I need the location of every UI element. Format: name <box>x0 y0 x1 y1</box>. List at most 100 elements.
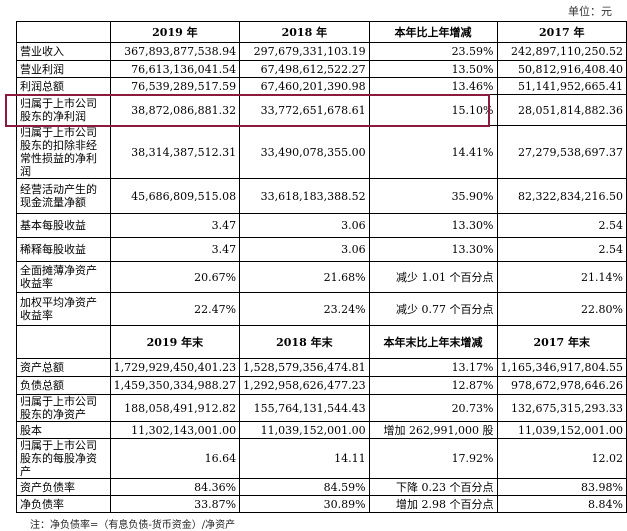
table-row: 负债总额 1,459,350,334,988.27 1,292,958,626,47… <box>16 376 627 395</box>
cell-v2019: 3.47 <box>109 237 241 262</box>
cell-v2019: 76,539,289,517.59 <box>109 77 241 95</box>
cell-v2017: 27,279,538,697.37 <box>496 125 627 179</box>
column-header <box>16 325 111 359</box>
cell-v2018: 67,460,201,390.98 <box>239 77 370 95</box>
cell-change: 下降 0.23 个百分点 <box>368 478 498 496</box>
cell-v2018: 1,292,958,626,477.23 <box>239 376 370 395</box>
cell-v2018: 155,764,131,544.43 <box>239 394 370 422</box>
row-label: 净负债率 <box>16 495 111 513</box>
cell-change: 23.59% <box>368 42 498 61</box>
cell-change: 减少 1.01 个百分点 <box>368 261 498 293</box>
cell-v2017: 242,897,110,250.52 <box>496 42 627 61</box>
cell-v2017: 83.98% <box>496 478 627 496</box>
cell-v2019: 188,058,491,912.82 <box>109 394 241 422</box>
column-header: 2018 年 <box>239 21 370 43</box>
cell-v2018: 11,039,152,001.00 <box>239 421 370 439</box>
cell-v2017: 11,039,152,001.00 <box>496 421 627 439</box>
table-row: 归属于上市公司股东的净利润 38,872,086,881.32 33,772,651… <box>16 94 627 126</box>
cell-change: 减少 0.77 个百分点 <box>368 292 498 326</box>
column-header: 2018 年末 <box>239 325 370 359</box>
cell-v2017: 132,675,315,293.33 <box>496 394 627 422</box>
cell-v2017: 8.84% <box>496 495 627 513</box>
row-label: 资产总额 <box>16 358 111 377</box>
cell-v2019: 84.36% <box>109 478 241 496</box>
cell-change: 35.90% <box>368 178 498 214</box>
cell-change: 增加 262,991,000 股 <box>368 421 498 439</box>
cell-change: 20.73% <box>368 394 498 422</box>
row-label: 稀释每股收益 <box>16 237 111 262</box>
unit-label: 单位：元 <box>568 5 612 18</box>
table-row: 营业利润 76,613,136,041.54 67,498,612,522.27 13… <box>16 60 627 78</box>
table-header-row: 2019 年末 2018 年末 本年末比上年末增减 2017 年末 <box>16 325 627 359</box>
row-label: 资产负债率 <box>16 478 111 496</box>
cell-v2019: 1,459,350,334,988.27 <box>109 376 241 395</box>
column-header: 2019 年末 <box>109 325 241 359</box>
cell-v2017: 12.02 <box>496 438 627 479</box>
table-row: 资产总额 1,729,929,450,401.23 1,528,579,356,47… <box>16 358 627 377</box>
table-row: 加权平均净资产收益率 22.47% 23.24% 减少 0.77 个百分点 22.80% <box>16 292 627 326</box>
cell-v2018: 67,498,612,522.27 <box>239 60 370 78</box>
cell-v2018: 1,528,579,356,474.81 <box>239 358 370 377</box>
table-row: 经营活动产生的现金流量净额 45,686,809,515.08 33,618,183… <box>16 178 627 214</box>
cell-change: 13.46% <box>368 77 498 95</box>
highlight-box-net-profit <box>5 94 490 127</box>
cell-v2018: 33,772,651,678.61 <box>239 94 370 126</box>
cell-v2017: 1,165,346,917,804.55 <box>496 358 627 377</box>
cell-v2019: 1,729,929,450,401.23 <box>109 358 241 377</box>
table-row: 股本 11,302,143,001.00 11,039,152,001.00 增加 2… <box>16 421 627 439</box>
table-row: 利润总额 76,539,289,517.59 67,460,201,390.98 13… <box>16 77 627 95</box>
cell-change: 12.87% <box>368 376 498 395</box>
cell-v2018: 33,490,078,355.00 <box>239 125 370 179</box>
cell-v2018: 14.11 <box>239 438 370 479</box>
cell-change: 增加 2.98 个百分点 <box>368 495 498 513</box>
column-header: 2017 年 <box>496 21 627 43</box>
cell-change: 13.30% <box>368 237 498 262</box>
column-header <box>16 21 111 43</box>
cell-v2017: 28,051,814,882.36 <box>496 94 627 126</box>
cell-v2018: 84.59% <box>239 478 370 496</box>
row-label: 股本 <box>16 421 111 439</box>
cell-change: 13.17% <box>368 358 498 377</box>
cell-v2018: 3.06 <box>239 237 370 262</box>
table-row: 归属于上市公司股东的净资产 188,058,491,912.82 155,764,1… <box>16 394 627 422</box>
table-row: 稀释每股收益 3.47 3.06 13.30% 2.54 <box>16 237 627 262</box>
row-label: 归属于上市公司股东的净资产 <box>16 394 111 422</box>
cell-v2017: 2.54 <box>496 213 627 238</box>
cell-v2019: 38,872,086,881.32 <box>109 94 241 126</box>
row-label: 负债总额 <box>16 376 111 395</box>
table-row: 资产负债率 84.36% 84.59% 下降 0.23 个百分点 83.98% <box>16 478 627 496</box>
cell-v2019: 3.47 <box>109 213 241 238</box>
cell-v2017: 21.14% <box>496 261 627 293</box>
cell-change: 13.50% <box>368 60 498 78</box>
cell-v2019: 11,302,143,001.00 <box>109 421 241 439</box>
row-label: 基本每股收益 <box>16 213 111 238</box>
cell-v2018: 23.24% <box>239 292 370 326</box>
cell-v2019: 38,314,387,512.31 <box>109 125 241 179</box>
row-label: 营业收入 <box>16 42 111 61</box>
column-header: 本年比上年增减 <box>368 21 498 43</box>
table-row: 净负债率 33.87% 30.89% 增加 2.98 个百分点 8.84% <box>16 495 627 513</box>
cell-v2018: 297,679,331,103.19 <box>239 42 370 61</box>
table-row: 全面摊薄净资产收益率 20.67% 21.68% 减少 1.01 个百分点 21.14% <box>16 261 627 293</box>
column-header: 2017 年末 <box>496 325 627 359</box>
table-row: 归属于上市公司股东的每股净资产 16.64 14.11 17.92% 12.02 <box>16 438 627 479</box>
cell-v2018: 30.89% <box>239 495 370 513</box>
table-header-row: 2019 年 2018 年本年比上年增减 2017 年 <box>16 21 627 43</box>
cell-v2018: 21.68% <box>239 261 370 293</box>
table-row: 营业收入 367,893,877,538.94 297,679,331,103.19… <box>16 42 627 61</box>
row-label: 利润总额 <box>16 77 111 95</box>
cell-v2019: 33.87% <box>109 495 241 513</box>
cell-v2019: 367,893,877,538.94 <box>109 42 241 61</box>
row-label: 归属于上市公司股东的每股净资产 <box>16 438 111 479</box>
cell-v2017: 82,322,834,216.50 <box>496 178 627 214</box>
cell-v2019: 22.47% <box>109 292 241 326</box>
cell-v2018: 3.06 <box>239 213 370 238</box>
cell-v2017: 22.80% <box>496 292 627 326</box>
row-label: 经营活动产生的现金流量净额 <box>16 178 111 214</box>
cell-v2017: 2.54 <box>496 237 627 262</box>
cell-v2017: 978,672,978,646.26 <box>496 376 627 395</box>
cell-change: 13.30% <box>368 213 498 238</box>
financial-summary-table: 2019 年 2018 年本年比上年增减 2017 年营业收入 367,893,877… <box>16 21 627 513</box>
row-label: 归属于上市公司股东的扣除非经常性损益的净利润 <box>16 125 111 179</box>
cell-v2019: 16.64 <box>109 438 241 479</box>
